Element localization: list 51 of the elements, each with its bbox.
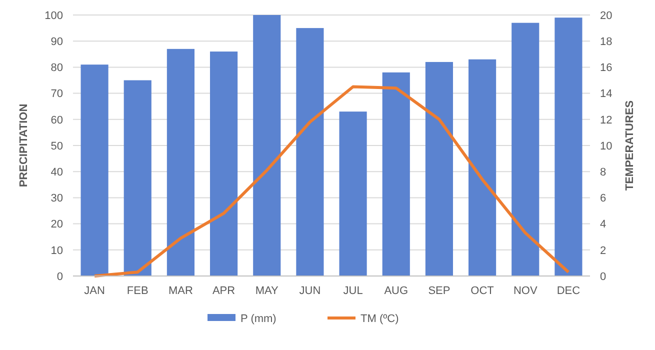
x-tick-label: AUG [384,285,408,297]
x-tick-label: MAY [255,285,280,297]
x-tick-label: DEC [556,285,580,297]
bar [512,22,540,276]
bar [124,80,152,276]
y-tick-label: 10 [50,244,63,257]
line-series [93,85,570,278]
x-tick-label: JUL [343,285,363,297]
y-tick-label: 40 [50,166,63,178]
y2-axis-title: TEMPERATURES [624,100,636,191]
x-tick-label: SEP [428,285,450,297]
y2-tick-label: 12 [600,114,612,126]
bar [425,62,453,276]
x-tick-label: APR [212,285,236,297]
y-tick-label: 80 [50,62,63,74]
y-tick-label: 20 [50,218,63,231]
bar [468,59,496,276]
x-tick-label: NOV [513,285,538,297]
y2-tick-label: 10 [600,140,612,152]
x-tick-label: JUN [299,285,321,297]
y2-tick-label: 14 [600,88,612,100]
bar [339,112,367,276]
legend-label: TM (ºC) [360,312,399,325]
bar [80,64,108,276]
legend-label: P (mm) [240,312,276,325]
x-tick-label: MAR [168,285,193,297]
x-tick-label: OCT [470,285,494,297]
y2-tick-label: 4 [600,218,606,231]
y-tick-label: 90 [50,36,63,48]
y-tick-label: 0 [56,270,63,283]
y-tick-label: 50 [50,140,63,152]
x-tick-label: FEB [126,285,148,297]
bar [166,48,194,276]
x-tick-label: JAN [84,285,105,297]
y2-tick-label: 18 [600,36,612,48]
y2-tick-label: 8 [600,166,606,178]
bar [382,72,410,276]
bar [253,15,281,276]
bar [210,52,238,276]
y2-tick-label: 20 [600,10,612,22]
bar [554,18,582,276]
y2-tick-label: 0 [600,270,606,283]
y2-tick-label: 6 [600,192,606,205]
y-axis-title: PRECIPITATION [18,104,30,188]
y2-tick-label: 16 [600,62,612,74]
y-tick-label: 60 [50,114,63,126]
y2-tick-label: 2 [600,244,606,257]
y-tick-label: 100 [44,10,63,22]
y-tick-label: 30 [50,192,63,205]
y-tick-label: 70 [50,88,63,100]
bar [296,28,324,276]
